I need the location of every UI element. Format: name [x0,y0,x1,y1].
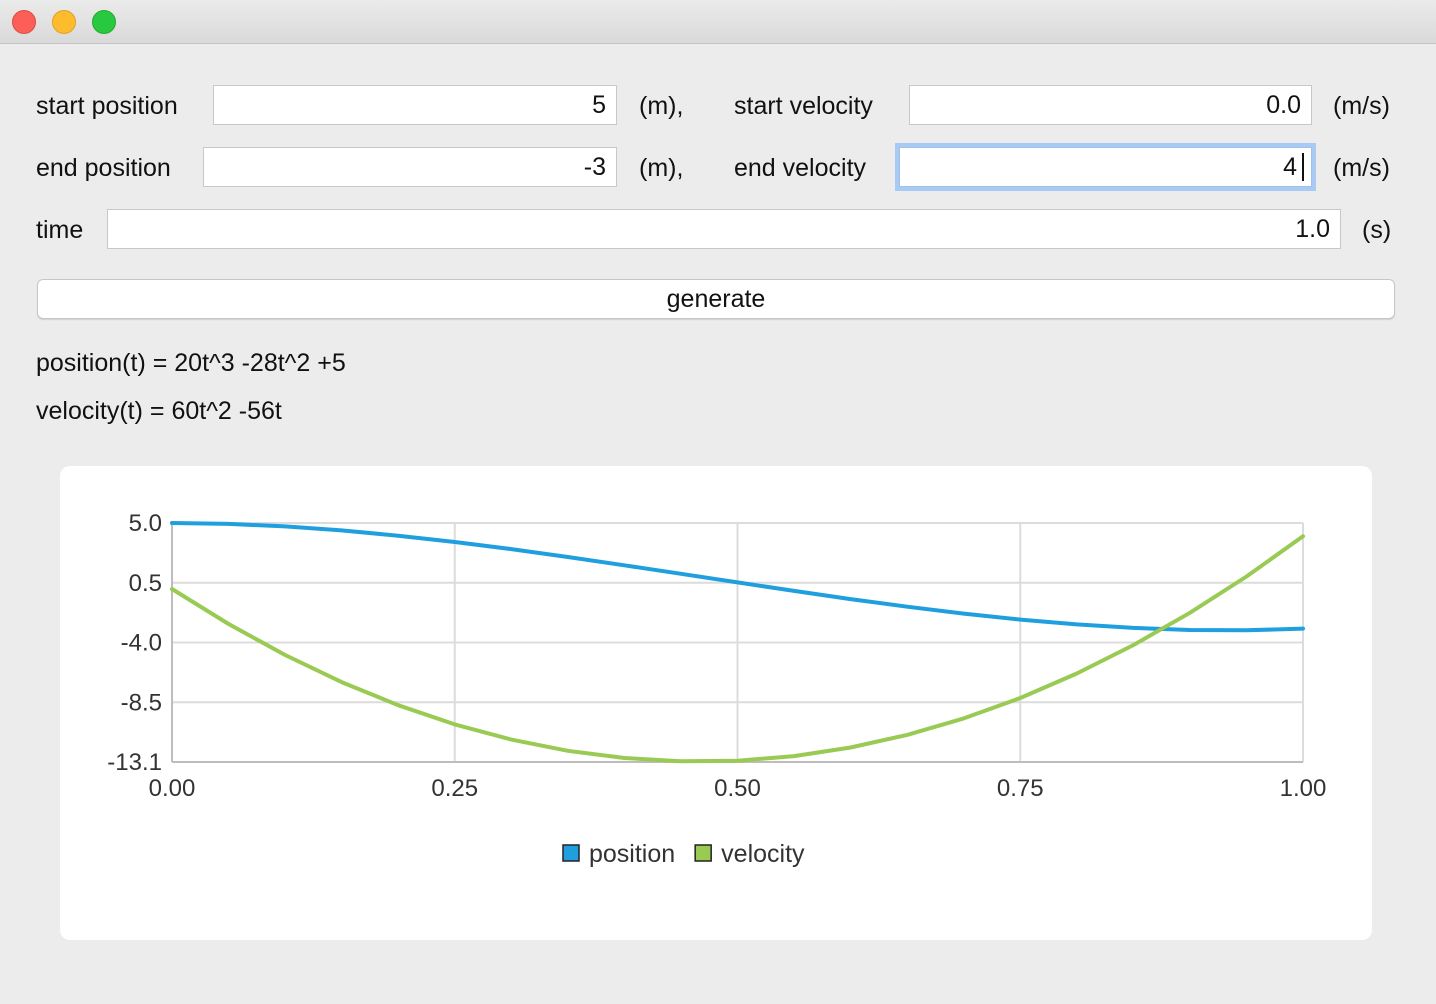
end-position-unit: (m), [639,154,684,182]
end-position-label: end position [36,154,171,182]
start-velocity-label: start velocity [734,92,873,120]
text-caret [1302,153,1304,181]
x-tick-label: 0.75 [997,775,1044,802]
start-position-label: start position [36,92,178,120]
time-label: time [36,216,84,244]
velocity-legend-label: velocity [721,840,805,868]
position-series-line [170,521,1305,633]
y-tick-label: 5.0 [129,510,162,537]
velocity-equation: velocity(t) = 60t^2 -56t [36,397,282,425]
velocity-series-line [170,534,1305,764]
chart-panel: 0.00 0.25 0.50 0.75 1.00 5.0 0.5 -4.0 -8.5 -13.1 p… [60,466,1372,940]
position-legend-swatch [562,844,580,862]
y-tick-label: -13.1 [107,749,162,776]
y-tick-label: -4.0 [121,630,162,657]
trajectory-chart: 0.00 0.25 0.50 0.75 1.00 5.0 0.5 -4.0 -8.5 -13.1 p… [107,510,1327,868]
position-equation: position(t) = 20t^3 -28t^2 +5 [36,349,346,377]
velocity-legend-swatch [694,844,712,862]
time-unit: (s) [1362,216,1392,244]
close-window-button[interactable] [12,10,36,34]
x-tick-label: 0.25 [431,775,478,802]
x-tick-label: 0.00 [149,775,196,802]
start-velocity-input[interactable] [909,85,1312,125]
end-velocity-label: end velocity [734,154,867,182]
end-velocity-input[interactable] [899,147,1312,187]
zoom-window-button[interactable] [92,10,116,34]
start-velocity-unit: (m/s) [1333,92,1390,120]
x-tick-label: 1.00 [1280,775,1327,802]
x-tick-label: 0.50 [714,775,761,802]
start-position-unit: (m), [639,92,684,120]
start-position-input[interactable] [213,85,617,125]
time-input[interactable] [107,209,1341,249]
title-bar [0,0,1436,44]
position-legend-label: position [589,840,675,868]
y-tick-label: -8.5 [121,689,162,716]
minimize-window-button[interactable] [52,10,76,34]
generate-button[interactable]: generate [37,279,1395,319]
y-tick-label: 0.5 [129,570,162,597]
end-position-input[interactable] [203,147,617,187]
end-velocity-unit: (m/s) [1333,154,1390,182]
